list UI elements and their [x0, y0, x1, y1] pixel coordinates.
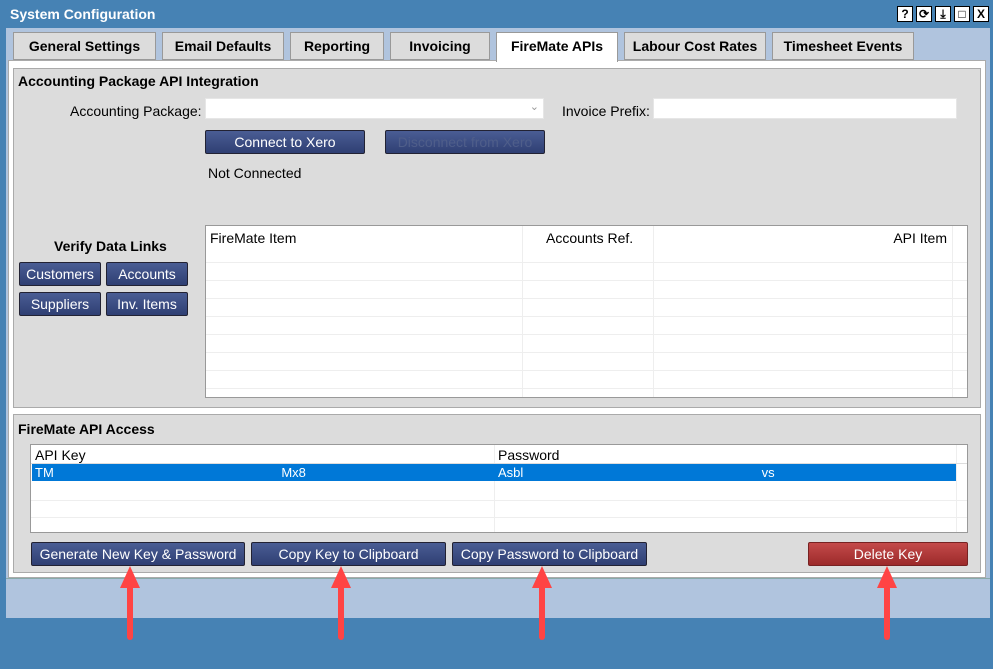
tab-firemate-apis[interactable]: FireMate APIs: [496, 32, 618, 62]
accounts-button[interactable]: Accounts: [106, 262, 188, 286]
tab-invoicing[interactable]: Invoicing: [390, 32, 490, 60]
column-api-key[interactable]: API Key: [35, 447, 86, 463]
window-title: System Configuration: [10, 6, 156, 22]
column-api-item[interactable]: API Item: [893, 230, 947, 246]
customers-button[interactable]: Customers: [19, 262, 101, 286]
copy-key-button[interactable]: Copy Key to Clipboard: [251, 542, 446, 566]
data-links-grid[interactable]: FireMate Item Accounts Ref. API Item: [205, 225, 968, 398]
connection-status: Not Connected: [208, 165, 302, 181]
arrow-up-icon: [120, 566, 140, 588]
refresh-button[interactable]: ⟳: [916, 6, 932, 22]
api-access-title: FireMate API Access: [18, 421, 155, 437]
column-firemate-item[interactable]: FireMate Item: [210, 230, 297, 246]
arrow-shaft: [127, 585, 133, 640]
password-value: Asbl vs: [498, 465, 775, 480]
column-password[interactable]: Password: [498, 447, 560, 463]
delete-key-button[interactable]: Delete Key: [808, 542, 968, 566]
invoice-prefix-label: Invoice Prefix:: [562, 103, 650, 119]
verify-title: Verify Data Links: [54, 238, 167, 254]
invoice-prefix-input[interactable]: [653, 98, 957, 119]
arrow-shaft: [539, 585, 545, 640]
table-row[interactable]: TM Mx8 Asbl vs: [32, 464, 956, 481]
connect-xero-button[interactable]: Connect to Xero: [205, 130, 365, 154]
tab-general-settings[interactable]: General Settings: [13, 32, 156, 60]
maximize-button[interactable]: □: [954, 6, 970, 22]
chevron-down-icon: ⌄: [529, 101, 539, 113]
accounting-package-label: Accounting Package:: [70, 103, 202, 119]
arrow-up-icon: [532, 566, 552, 588]
column-accounts-ref[interactable]: Accounts Ref.: [546, 230, 634, 246]
api-key-value: TM Mx8: [35, 465, 306, 480]
help-button[interactable]: ?: [897, 6, 913, 22]
api-keys-grid[interactable]: API Key Password TM Mx8 Asbl vs: [30, 444, 968, 533]
arrow-shaft: [338, 585, 344, 640]
tab-email-defaults[interactable]: Email Defaults: [162, 32, 284, 60]
download-button[interactable]: ⤓: [935, 6, 951, 22]
accounting-panel-title: Accounting Package API Integration: [18, 73, 259, 89]
arrow-up-icon: [877, 566, 897, 588]
inv-items-button[interactable]: Inv. Items: [106, 292, 188, 316]
suppliers-button[interactable]: Suppliers: [19, 292, 101, 316]
tab-reporting[interactable]: Reporting: [290, 32, 384, 60]
accounting-package-select[interactable]: ⌄: [205, 98, 544, 119]
window-footer: [6, 578, 990, 618]
tab-timesheet-events[interactable]: Timesheet Events: [772, 32, 914, 60]
arrow-up-icon: [331, 566, 351, 588]
generate-key-button[interactable]: Generate New Key & Password: [31, 542, 245, 566]
disconnect-xero-button[interactable]: Disconnect from Xero: [385, 130, 545, 154]
tab-labour-cost-rates[interactable]: Labour Cost Rates: [624, 32, 766, 60]
arrow-shaft: [884, 585, 890, 640]
close-button[interactable]: X: [973, 6, 989, 22]
copy-password-button[interactable]: Copy Password to Clipboard: [452, 542, 647, 566]
